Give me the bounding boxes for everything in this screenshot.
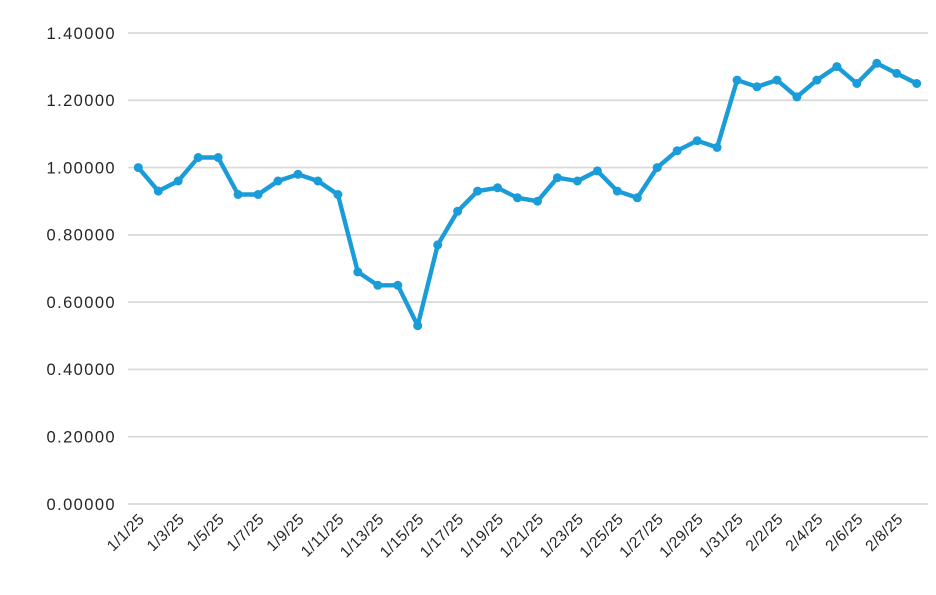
data-point-marker: [892, 68, 902, 78]
y-tick-label: 1.00000: [47, 159, 116, 177]
y-axis-labels: 1.40000 1.20000 1.00000 0.80000 0.60000 0.400…: [47, 25, 116, 514]
x-tick-label: 2/6/25: [822, 511, 866, 555]
x-tick: 2/6/25: [822, 511, 866, 555]
gridlines: [128, 32, 928, 505]
x-tick-label: 2/2/25: [743, 511, 787, 555]
data-point-marker: [513, 193, 522, 203]
x-tick-label: 1/1/25: [104, 511, 148, 555]
data-point-marker: [333, 190, 343, 199]
data-point-marker: [652, 163, 662, 173]
data-point-marker: [193, 153, 203, 162]
data-point-marker: [293, 169, 303, 179]
data-point-marker: [133, 163, 143, 173]
data-point-marker: [632, 193, 642, 203]
data-point-marker: [373, 280, 383, 290]
data-point-marker: [253, 190, 263, 199]
x-tick-label: 1/7/25: [224, 511, 268, 555]
x-tick-label: 1/5/25: [184, 511, 228, 555]
data-point-marker: [273, 176, 283, 186]
x-tick-label: 2/8/25: [862, 511, 906, 555]
data-point-marker: [832, 62, 842, 72]
x-tick: 1/31/25: [696, 511, 747, 562]
data-point-marker: [413, 321, 423, 331]
series-daily-value: [133, 58, 922, 331]
data-point-marker: [153, 186, 163, 196]
y-tick-label: 1.40000: [47, 25, 116, 43]
data-point-marker: [772, 75, 782, 85]
data-point-marker: [572, 176, 582, 186]
y-tick-label: 0.60000: [47, 294, 116, 312]
x-tick: 2/2/25: [743, 511, 787, 555]
data-point-marker: [752, 82, 762, 92]
x-tick-label: 2/4/25: [783, 511, 827, 555]
data-point-marker: [453, 206, 463, 216]
data-point-marker: [672, 146, 682, 156]
data-point-marker: [213, 153, 223, 162]
data-point-marker: [493, 183, 503, 193]
x-tick-label: 1/31/25: [696, 511, 747, 562]
x-axis-labels: 1/1/251/3/251/5/251/7/251/9/251/11/251/1…: [104, 511, 907, 562]
y-tick-label: 0.80000: [47, 227, 116, 245]
data-point-marker: [552, 173, 562, 183]
y-tick-label: 0.00000: [47, 496, 116, 514]
y-tick-label: 0.40000: [47, 361, 116, 379]
x-tick: 1/5/25: [184, 511, 228, 555]
data-point-marker: [692, 136, 702, 146]
data-point-marker: [393, 280, 403, 290]
data-point-marker: [173, 176, 183, 186]
data-point-marker: [433, 240, 443, 250]
x-tick: 1/7/25: [224, 511, 268, 555]
x-tick: 2/8/25: [862, 511, 906, 555]
data-point-marker: [233, 190, 243, 199]
data-point-marker: [353, 267, 363, 277]
data-point-marker: [313, 176, 323, 186]
data-point-marker: [712, 142, 722, 152]
x-tick: 1/3/25: [144, 511, 188, 555]
data-point-marker: [533, 196, 542, 206]
y-tick-label: 1.20000: [47, 92, 116, 110]
data-point-marker: [852, 79, 862, 88]
data-point-marker: [872, 58, 882, 68]
data-point-marker: [612, 186, 622, 196]
data-point-marker: [812, 75, 822, 85]
data-point-marker: [792, 92, 802, 102]
x-tick: 1/1/25: [104, 511, 148, 555]
data-point-marker: [473, 186, 483, 196]
x-tick-label: 1/3/25: [144, 511, 188, 555]
data-point-marker: [912, 79, 922, 88]
x-tick: 2/4/25: [783, 511, 827, 555]
y-tick-label: 0.20000: [47, 429, 116, 447]
data-point-marker: [732, 75, 742, 85]
data-point-marker: [592, 166, 602, 176]
series-path: [136, 61, 919, 328]
